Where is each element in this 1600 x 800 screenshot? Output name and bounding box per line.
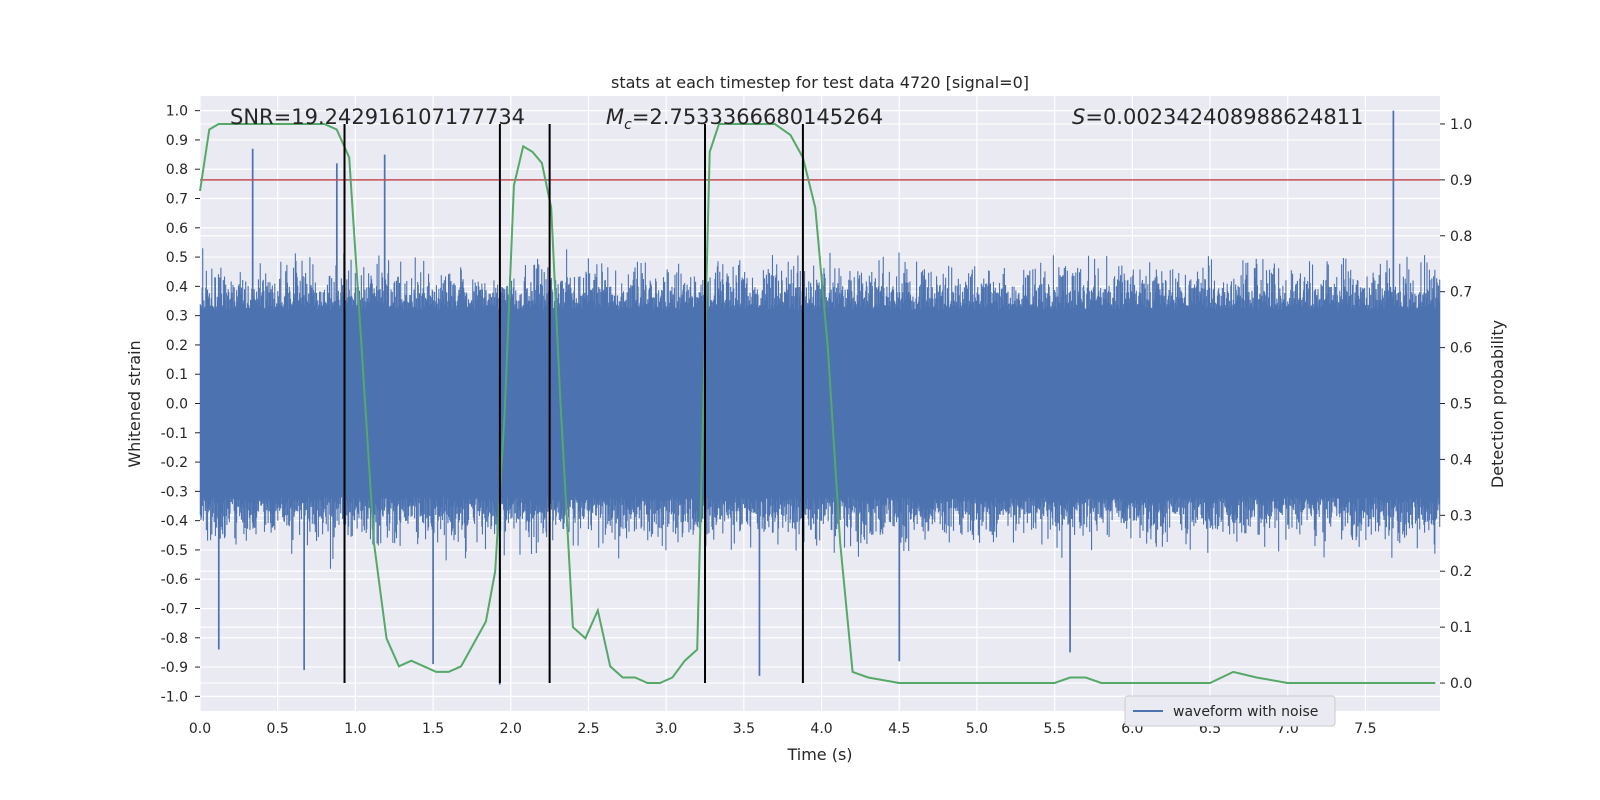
x-axis-ticks: 0.0 0.5 1.0 1.5 2.0 2.5 3.0 3.5 4.0 4.5 5.0 5.5 6.0 6… — [189, 721, 1377, 737]
x-tick-label: 0.0 — [189, 721, 211, 737]
y-right-tick-label: 0.3 — [1450, 508, 1472, 524]
snr-annotation: SNR=19.242916107177734 — [230, 105, 525, 129]
s-symbol: S — [1072, 105, 1085, 129]
y-left-tick-label: 0.0 — [166, 397, 188, 413]
y-axis-right-ticks: 1.0 0.9 0.8 0.7 0.6 0.5 0.4 0.3 0.2 0.1 0.0 — [1440, 117, 1472, 692]
s-value: =0.002342408988624811 — [1085, 105, 1363, 129]
x-tick-label: 5.0 — [966, 721, 988, 737]
y-right-tick-label: 0.9 — [1450, 173, 1472, 189]
y-right-tick-label: 0.5 — [1450, 397, 1472, 413]
x-tick-label: 3.5 — [733, 721, 755, 737]
x-tick-label: 7.5 — [1354, 721, 1376, 737]
legend: waveform with noise — [1124, 695, 1336, 727]
y-left-tick-label: -0.9 — [161, 660, 188, 676]
y-left-tick-label: -0.6 — [161, 572, 188, 588]
probability-series — [199, 123, 1436, 684]
y-left-tick-label: -0.8 — [161, 631, 188, 647]
y-left-tick-label: 0.3 — [166, 309, 188, 325]
y-right-tick-label: 0.1 — [1450, 620, 1472, 636]
x-tick-label: 5.5 — [1044, 721, 1066, 737]
y-left-tick-label: 0.7 — [166, 192, 188, 208]
chirp-mass-annotation: Mc=2.7533366680145264 — [606, 105, 883, 133]
y-left-tick-label: 0.4 — [166, 279, 188, 295]
noise-series — [199, 110, 1441, 685]
y-right-tick-label: 0.6 — [1450, 341, 1472, 357]
x-tick-label: 1.5 — [422, 721, 444, 737]
y-left-tick-label: 1.0 — [166, 104, 188, 120]
detection-probability-line — [199, 123, 1436, 684]
y-left-tick-label: 0.9 — [166, 133, 188, 149]
y-left-tick-label: 0.5 — [166, 250, 188, 266]
vertical-markers — [343, 123, 804, 684]
y-right-tick-label: 1.0 — [1450, 117, 1472, 133]
chirp-mass-symbol: M — [606, 105, 624, 129]
y-left-tick-label: -0.5 — [161, 543, 188, 559]
x-tick-label: 0.5 — [267, 721, 289, 737]
s-annotation: S=0.002342408988624811 — [1072, 105, 1363, 129]
x-tick-label: 4.0 — [810, 721, 832, 737]
legend-box — [1124, 695, 1336, 727]
y-right-tick-label: 0.2 — [1450, 564, 1472, 580]
y-axis-left-ticks: 1.0 0.9 0.8 0.7 0.6 0.5 0.4 0.3 0.2 0.1 0.0 -0.1 -0.… — [161, 104, 200, 705]
x-tick-label: 1.0 — [344, 721, 366, 737]
waveform-noise-line — [199, 110, 1441, 685]
chirp-mass-value: =2.7533366680145264 — [632, 105, 883, 129]
x-tick-label: 2.0 — [500, 721, 522, 737]
y-left-tick-label: 0.8 — [166, 162, 188, 178]
y-left-tick-label: -0.1 — [161, 426, 188, 442]
y-left-tick-label: -0.3 — [161, 484, 188, 500]
y-axis-left-label: Whitened strain — [125, 340, 144, 467]
y-right-tick-label: 0.4 — [1450, 452, 1472, 468]
y-left-tick-label: -1.0 — [161, 689, 188, 705]
y-left-tick-label: 0.2 — [166, 338, 188, 354]
x-tick-label: 3.0 — [655, 721, 677, 737]
y-right-tick-label: 0.8 — [1450, 229, 1472, 245]
y-left-tick-label: 0.1 — [166, 367, 188, 383]
y-right-tick-label: 0.0 — [1450, 676, 1472, 692]
x-tick-label: 2.5 — [577, 721, 599, 737]
legend-label: waveform with noise — [1173, 704, 1318, 720]
y-left-tick-label: 0.6 — [166, 221, 188, 237]
y-left-tick-label: -0.2 — [161, 455, 188, 471]
y-left-tick-label: -0.7 — [161, 602, 188, 618]
y-right-tick-label: 0.7 — [1450, 285, 1472, 301]
y-axis-right-label: Detection probability — [1488, 320, 1507, 488]
chart-title: stats at each timestep for test data 472… — [611, 73, 1029, 92]
y-left-tick-label: -0.4 — [161, 514, 188, 530]
x-axis-label: Time (s) — [786, 745, 852, 764]
x-tick-label: 4.5 — [888, 721, 910, 737]
chirp-mass-subscript: c — [624, 117, 632, 133]
